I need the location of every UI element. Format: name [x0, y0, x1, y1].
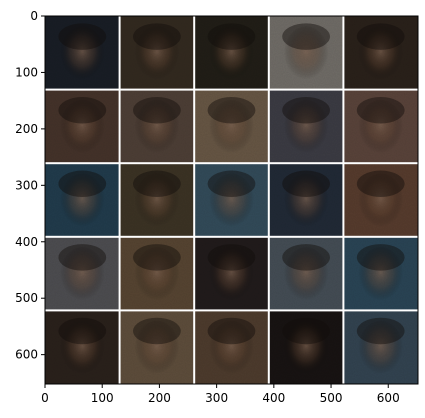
y-tick-label: 200 — [15, 122, 38, 136]
y-tick-label: 100 — [15, 65, 38, 79]
tile-separator — [118, 16, 121, 384]
y-tick-label: 0 — [30, 9, 38, 23]
x-tick-label: 200 — [148, 391, 171, 405]
tile-separator — [45, 88, 418, 91]
y-tick-label: 500 — [15, 291, 38, 305]
x-tick-label: 300 — [205, 391, 228, 405]
x-axis: 0 100 200 300 400 500 600 — [41, 384, 400, 405]
x-tick-label: 400 — [262, 391, 285, 405]
tile-separator — [267, 16, 270, 384]
noise-overlay — [45, 16, 418, 384]
tile-separator — [193, 16, 196, 384]
y-tick-label: 400 — [15, 235, 38, 249]
x-tick-label: 100 — [91, 391, 114, 405]
tile-separator — [45, 162, 418, 165]
y-tick-label: 600 — [15, 348, 38, 362]
tile-separator — [45, 309, 418, 312]
tile-separator — [45, 235, 418, 238]
axes-frame — [44, 15, 419, 385]
x-tick-label: 500 — [320, 391, 343, 405]
y-axis: 0 100 200 300 400 500 600 — [15, 9, 45, 362]
y-tick-label: 300 — [15, 178, 38, 192]
x-tick-label: 600 — [377, 391, 400, 405]
x-tick-label: 0 — [41, 391, 49, 405]
tile-separator — [342, 16, 345, 384]
sample-image-grid — [45, 16, 418, 384]
